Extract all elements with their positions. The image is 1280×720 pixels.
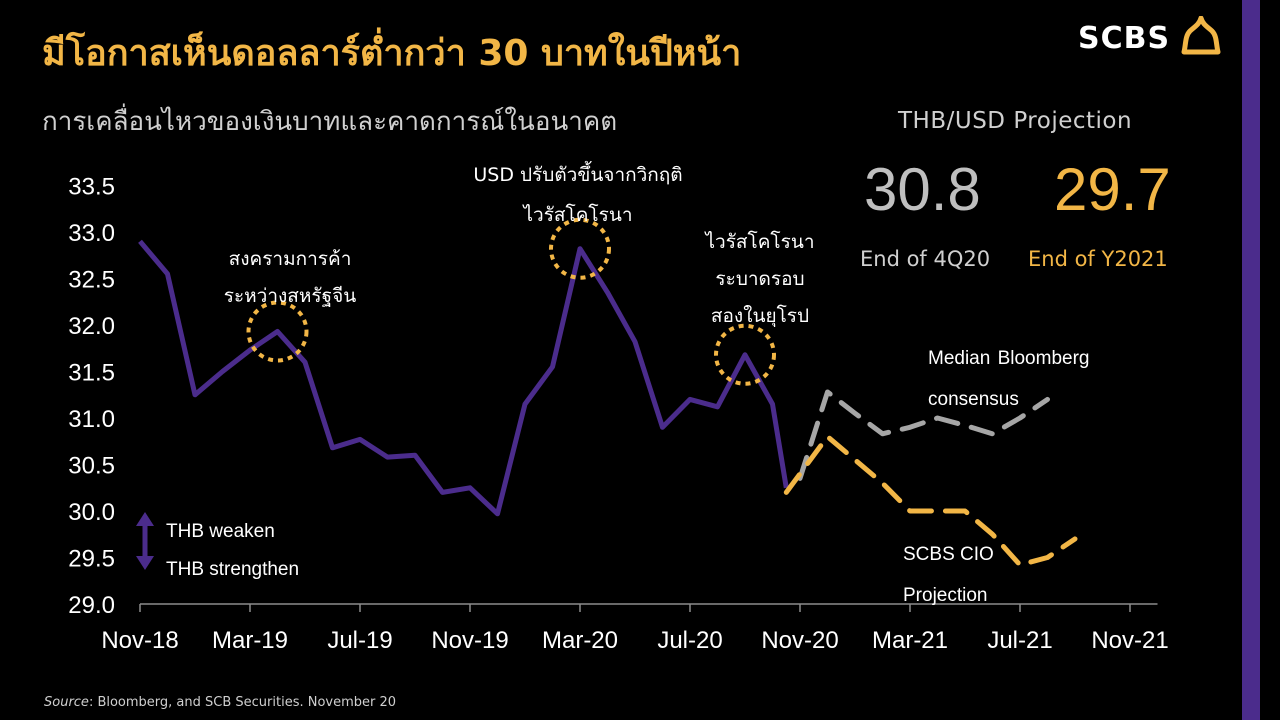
logo-text: SCBS <box>1078 20 1171 56</box>
series-line-0 <box>138 239 789 517</box>
source-note: Source: Bloomberg, and SCB Securities. N… <box>44 695 396 710</box>
annotation-circle <box>246 300 309 363</box>
annotation-text: ไวรัสโคโรนา <box>521 203 632 226</box>
arrow-down-icon <box>136 556 154 570</box>
x-tick-label: Nov-20 <box>761 627 838 654</box>
annotation-circles <box>246 217 776 386</box>
consensus-series-label: consensus <box>928 389 1019 410</box>
y-tick-label: 30.0 <box>68 499 115 526</box>
consensus-series-label: Median Bloomberg <box>928 348 1089 369</box>
page-title: มีโอกาสเห็นดอลลาร์ต่ำกว่า 30 บาทในปีหน้า <box>42 33 742 74</box>
y-tick-label: 33.5 <box>68 174 115 201</box>
x-tick-label: Mar-21 <box>872 627 948 654</box>
annotation-text: สงครามการค้า <box>229 248 352 270</box>
annotation-text: ระหว่างสหรัฐจีน <box>224 285 356 307</box>
annotation-circle <box>549 217 611 280</box>
x-tick-label: Nov-21 <box>1091 627 1168 654</box>
x-tick-label: Nov-19 <box>431 627 508 654</box>
thb-usd-line-chart: 33.5 33.0 32.5 32.0 31.5 31.0 30.5 30.0 29.5 29.0… <box>68 161 1169 654</box>
y-tick-label: 33.0 <box>68 220 115 247</box>
annotation-text: ไวรัสโคโรนา <box>703 230 814 253</box>
x-tick-label: Mar-19 <box>212 627 288 654</box>
projection-value-4q20: 30.8 <box>864 156 981 223</box>
annotation-circle <box>714 323 776 386</box>
arrow-up-icon <box>136 512 154 526</box>
x-tick-label: Mar-20 <box>542 627 618 654</box>
x-tick-label: Nov-18 <box>101 627 178 654</box>
projection-label-4q20: End of 4Q20 <box>860 247 991 271</box>
side-accent-bar <box>1242 0 1260 720</box>
page-subtitle: การเคลื่อนไหวของเงินบาทและคาดการณ์ในอนาค… <box>42 107 618 137</box>
scbs-logo: SCBS <box>1078 16 1224 60</box>
legend-strengthen-label: THB strengthen <box>166 559 299 580</box>
y-tick-label: 32.0 <box>68 313 115 340</box>
x-axis: Nov-18 Mar-19 Jul-19 Nov-19 Mar-20 Jul-20 Nov-… <box>101 603 1169 654</box>
y-axis: 33.5 33.0 32.5 32.0 31.5 31.0 30.5 30.0 29.5 29.0 <box>68 174 115 620</box>
y-tick-label: 32.5 <box>68 267 115 294</box>
x-tick-label: Jul-20 <box>657 627 722 654</box>
series-labels: Median Bloomberg consensus SCBS CIO Project… <box>903 348 1089 606</box>
series-line-2 <box>783 434 1078 568</box>
projection-value-y2021: 29.7 <box>1054 156 1171 223</box>
y-tick-label: 30.5 <box>68 453 115 480</box>
annotation-text: USD ปรับตัวขึ้นจากวิกฤติ <box>473 161 682 186</box>
legend-weaken-label: THB weaken <box>166 521 275 542</box>
x-tick-label: Jul-21 <box>987 627 1052 654</box>
annotation-text: สองในยุโรป <box>711 304 809 328</box>
y-tick-label: 31.5 <box>68 360 115 387</box>
y-tick-label: 31.0 <box>68 406 115 433</box>
direction-legend: THB weaken THB strengthen <box>136 512 299 580</box>
y-tick-label: 29.5 <box>68 546 115 573</box>
y-tick-label: 29.0 <box>68 592 115 619</box>
projection-label-y2021: End of Y2021 <box>1028 247 1168 271</box>
annotation-text: ระบาดรอบ <box>715 268 804 290</box>
source-prefix: Source <box>44 695 89 710</box>
cio-series-label: SCBS CIO <box>903 544 994 565</box>
bell-icon <box>1181 16 1221 55</box>
x-tick-label: Jul-19 <box>327 627 392 654</box>
cio-series-label: Projection <box>903 585 988 606</box>
series-lines <box>138 239 1078 568</box>
source-text: : Bloomberg, and SCB Securities. Novembe… <box>88 695 397 710</box>
projection-heading: THB/USD Projection <box>898 108 1133 134</box>
series-line-1 <box>797 389 1050 481</box>
